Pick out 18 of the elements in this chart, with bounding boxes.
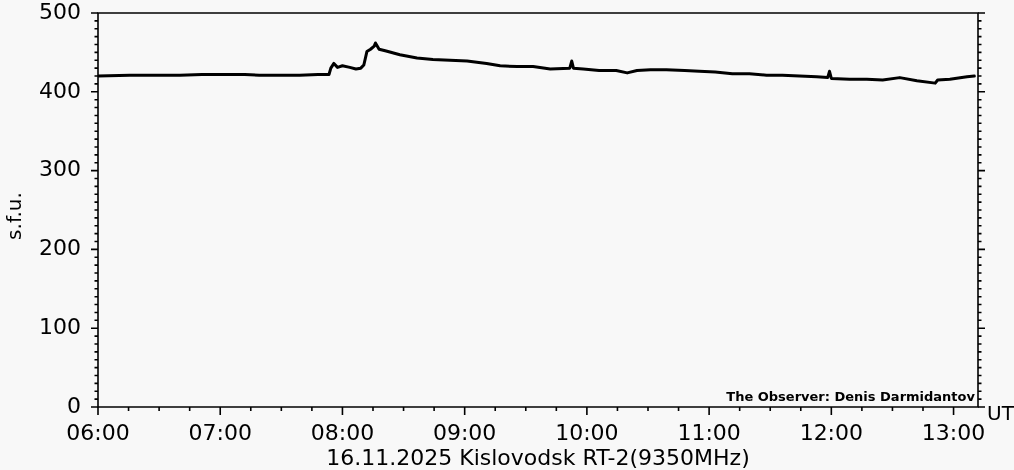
x-tick-label: 08:00 bbox=[310, 419, 375, 445]
x-tick-label: 11:00 bbox=[677, 419, 741, 445]
y-tick-label: 200 bbox=[39, 235, 81, 261]
y-tick-label: 0 bbox=[67, 392, 81, 418]
x-tick-label: 13:00 bbox=[921, 419, 986, 445]
x-tick-label: 09:00 bbox=[432, 419, 497, 445]
y-tick-label: 300 bbox=[39, 156, 81, 182]
x-tick-label: 12:00 bbox=[799, 419, 864, 445]
y-tick-label: 100 bbox=[39, 313, 81, 339]
text: 16.11.2025 Kislovodsk RT-2(9350MHz) bbox=[326, 444, 750, 470]
y-axis-title: s.f.u. bbox=[2, 192, 27, 240]
y-tick-label: 500 bbox=[39, 0, 81, 24]
x-tick-label: 07:00 bbox=[188, 419, 252, 445]
x-tick-label: 06:00 bbox=[66, 419, 130, 445]
x-tick-label: 10:00 bbox=[555, 419, 619, 445]
x-axis-title: UT bbox=[987, 401, 1014, 426]
annotation: The Observer: Denis Darmidantov bbox=[726, 388, 976, 404]
y-tick-label: 400 bbox=[39, 77, 81, 103]
